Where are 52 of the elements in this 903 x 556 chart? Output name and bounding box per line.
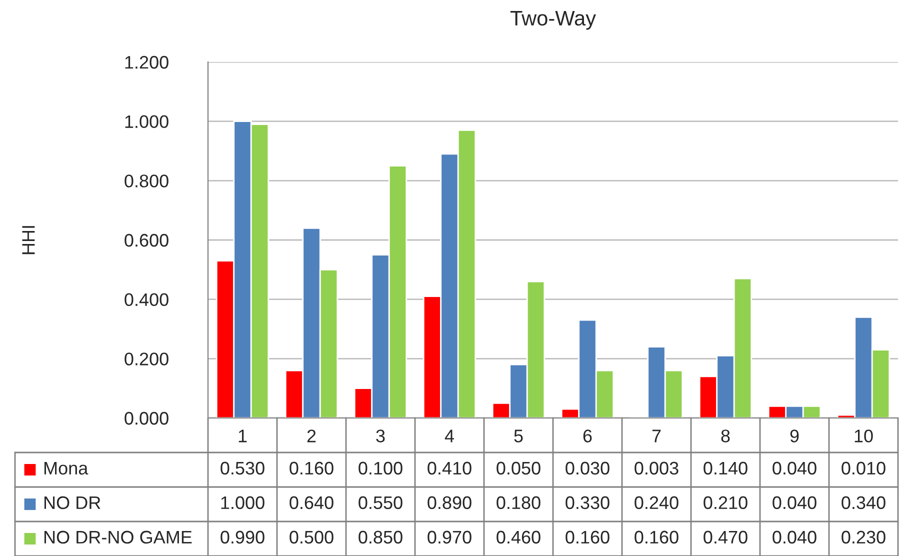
data-label: 0.640 (290, 496, 334, 510)
data-label: 0.410 (428, 462, 472, 475)
data-label: 0.160 (566, 530, 610, 544)
x-tick-label: 8 (721, 430, 730, 442)
y-tick-label: 0.000 (124, 412, 168, 425)
y-axis-title: HHI (22, 226, 35, 254)
data-label: 0.890 (428, 496, 472, 510)
legend-label: NO DR-NO GAME (44, 530, 192, 544)
data-label: 0.990 (220, 530, 264, 544)
data-label: 0.240 (634, 496, 678, 510)
data-label: 0.040 (772, 462, 816, 475)
chart-title: Two-Way (510, 11, 596, 30)
data-label: 0.160 (634, 530, 678, 544)
data-label: 0.100 (358, 462, 402, 475)
data-label: 0.230 (842, 530, 886, 544)
data-label: 0.330 (566, 496, 610, 510)
data-label: 0.050 (496, 462, 540, 475)
data-label: 0.530 (220, 462, 264, 475)
data-label: 0.180 (496, 496, 540, 510)
y-tick-label: 1.200 (125, 56, 168, 69)
legend-label: NO DR (44, 496, 100, 510)
data-label: 0.210 (704, 496, 748, 510)
y-tick-label: 0.200 (124, 352, 168, 366)
legend-label: Mona (44, 462, 88, 475)
data-label: 0.850 (358, 530, 402, 544)
x-tick-label: 2 (307, 430, 316, 442)
y-tick-label: 0.800 (124, 174, 168, 188)
data-label: 0.010 (842, 462, 886, 475)
x-tick-label: 4 (444, 430, 454, 442)
x-tick-label: 10 (854, 430, 873, 442)
data-label: 0.460 (496, 530, 540, 544)
x-tick-label: 1 (238, 430, 247, 442)
data-label: 0.500 (290, 530, 334, 544)
data-label: 0.140 (704, 462, 748, 475)
x-tick-label: 6 (583, 430, 592, 442)
data-label: 0.970 (428, 530, 472, 544)
y-tick-label: 0.600 (124, 234, 168, 247)
data-label: 1.000 (221, 496, 264, 510)
data-label: 0.030 (566, 462, 610, 475)
y-tick-label: 1.000 (125, 115, 168, 128)
data-label: 0.040 (772, 496, 816, 510)
data-label: 0.003 (634, 462, 678, 475)
x-tick-label: 9 (790, 430, 799, 442)
data-label: 0.550 (358, 496, 402, 510)
x-tick-label: 7 (652, 430, 661, 442)
data-label: 0.160 (290, 462, 334, 475)
y-tick-label: 0.400 (124, 293, 168, 306)
x-tick-label: 3 (376, 430, 385, 442)
x-tick-label: 5 (514, 430, 523, 442)
data-label: 0.470 (704, 530, 748, 544)
data-label: 0.340 (842, 496, 886, 510)
data-label: 0.040 (772, 530, 816, 544)
